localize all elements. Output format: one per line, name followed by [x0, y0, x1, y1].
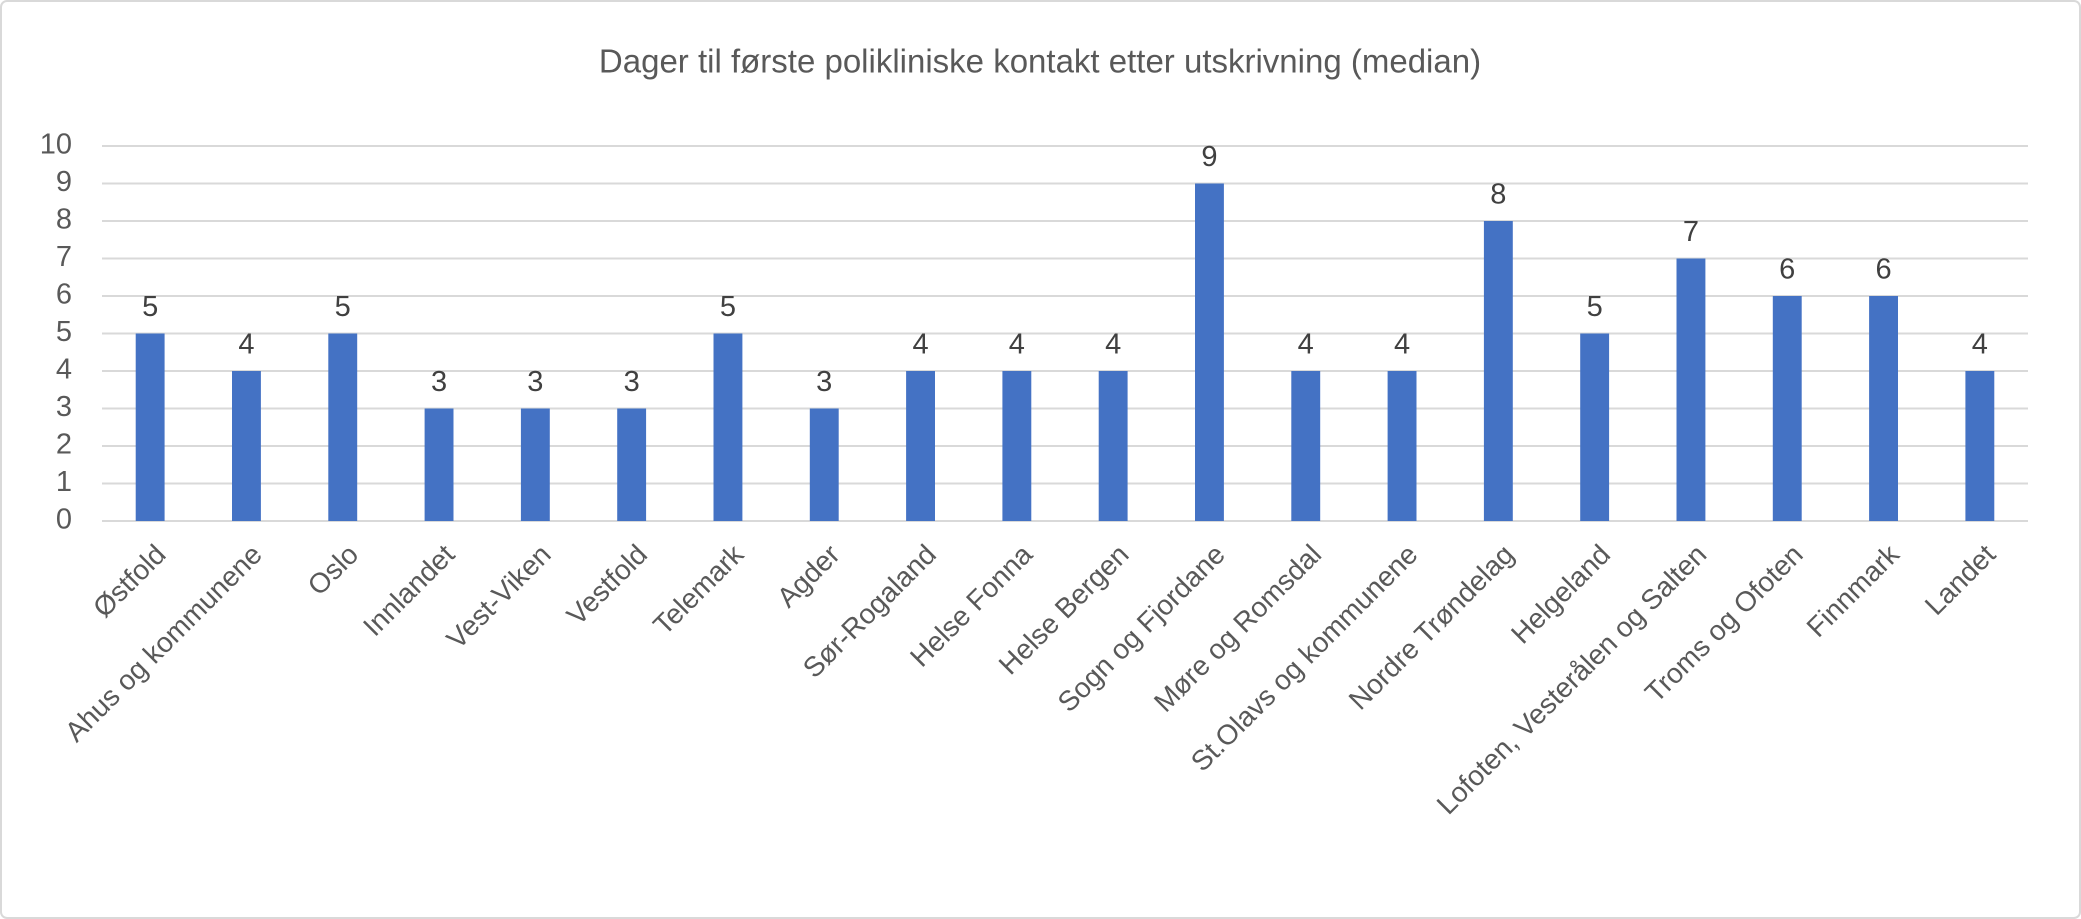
data-label: 5	[142, 291, 158, 323]
bar	[713, 333, 743, 521]
data-label: 5	[720, 291, 736, 323]
data-label: 6	[1779, 254, 1795, 286]
bar	[617, 408, 647, 521]
bar	[1676, 258, 1706, 521]
bar	[328, 333, 358, 521]
bar	[135, 333, 165, 521]
data-label: 3	[816, 366, 832, 398]
y-tick-label: 5	[56, 316, 72, 348]
bar	[1387, 371, 1417, 521]
bar	[520, 408, 550, 521]
y-tick-label: 10	[40, 129, 72, 161]
y-tick-label: 9	[56, 166, 72, 198]
bar	[1195, 183, 1224, 521]
bar	[232, 371, 261, 521]
data-label: 3	[624, 366, 640, 398]
data-label: 5	[1587, 291, 1603, 323]
data-label: 5	[335, 291, 351, 323]
y-tick-label: 4	[56, 354, 72, 386]
y-tick-label: 3	[56, 391, 72, 423]
bar	[1098, 371, 1128, 521]
data-label: 9	[1201, 141, 1217, 173]
y-tick-label: 7	[56, 241, 72, 273]
bar	[1965, 371, 1995, 521]
y-tick-label: 8	[56, 204, 72, 236]
bar	[424, 408, 454, 521]
bar	[809, 408, 839, 521]
data-label: 8	[1490, 179, 1506, 211]
data-label: 4	[1972, 329, 1988, 361]
bar	[1291, 371, 1321, 521]
data-label: 4	[1009, 329, 1025, 361]
bar	[906, 371, 935, 521]
data-label: 4	[238, 329, 254, 361]
y-tick-label: 6	[56, 279, 72, 311]
data-label: 4	[1394, 329, 1410, 361]
data-label: 3	[431, 366, 447, 398]
bar	[1869, 296, 1898, 521]
chart-title: Dager til første polikliniske kontakt et…	[599, 43, 1481, 80]
data-label: 4	[1105, 329, 1121, 361]
y-tick-label: 0	[56, 504, 72, 536]
bar	[1483, 221, 1513, 521]
data-label: 4	[1298, 329, 1314, 361]
y-tick-label: 2	[56, 429, 72, 461]
y-tick-label: 1	[56, 466, 72, 498]
data-label: 4	[912, 329, 928, 361]
data-label: 6	[1875, 254, 1891, 286]
bar	[1002, 371, 1032, 521]
data-label: 3	[527, 366, 543, 398]
bar	[1580, 333, 1610, 521]
data-label: 7	[1683, 216, 1699, 248]
bar	[1772, 296, 1802, 521]
